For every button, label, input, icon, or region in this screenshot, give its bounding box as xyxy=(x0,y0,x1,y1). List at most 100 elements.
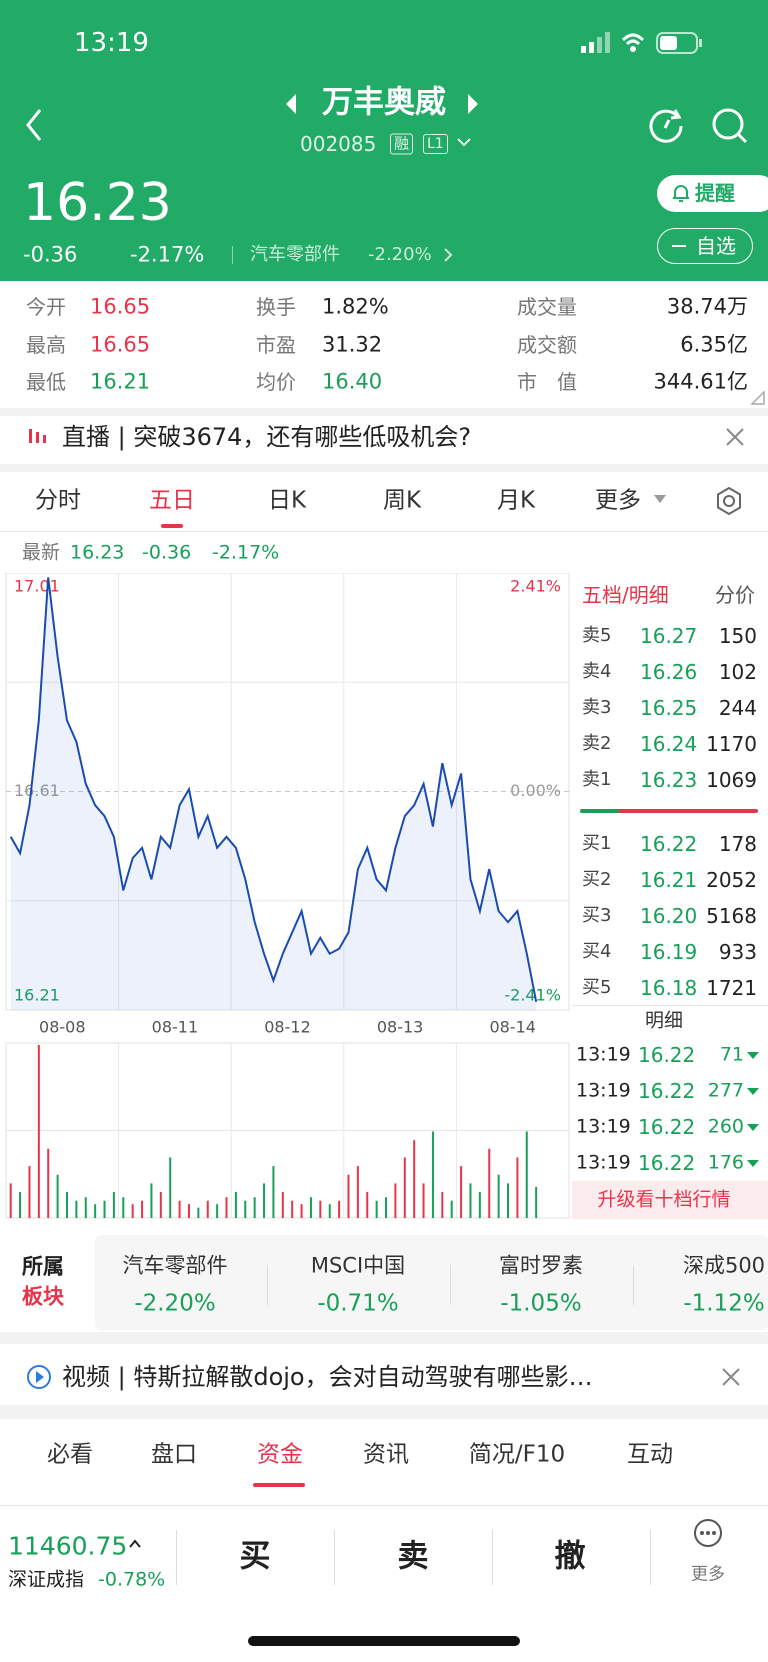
price-area xyxy=(10,577,537,1010)
book-qty: 1069 xyxy=(706,768,757,792)
latest-label: 最新 xyxy=(22,541,61,564)
tick-time: 13:19 xyxy=(576,1079,631,1102)
divider xyxy=(633,1265,634,1305)
volume-bar xyxy=(65,1192,68,1218)
volume-bar xyxy=(56,1174,59,1218)
chart-tab[interactable]: 日K xyxy=(267,487,307,514)
more-icon[interactable] xyxy=(692,1517,724,1549)
back-button[interactable] xyxy=(20,105,50,145)
status-time: 13:19 xyxy=(74,28,149,58)
volume-bar xyxy=(413,1140,416,1218)
alert-label[interactable]: 提醒 xyxy=(695,181,735,205)
ratio-bar xyxy=(580,809,758,813)
chart-tab[interactable]: 周K xyxy=(382,487,422,514)
price-line xyxy=(9,577,538,1002)
tick-price: 16.22 xyxy=(638,1115,696,1139)
separator xyxy=(572,1005,768,1006)
y-tick-label: 16.61 xyxy=(14,781,60,800)
divider xyxy=(650,1530,651,1585)
book-qty: 1170 xyxy=(706,732,757,756)
volume-bar xyxy=(47,1148,50,1218)
x-tick-label: 08-08 xyxy=(39,1018,86,1037)
stat-label: 最高 xyxy=(26,332,66,357)
dropdown-icon[interactable] xyxy=(455,136,473,150)
sector[interactable]: 汽车零部件 xyxy=(250,244,340,265)
book-label: 卖2 xyxy=(582,733,612,754)
index-change: -0.78% xyxy=(98,1568,166,1591)
trade-button[interactable]: 买 xyxy=(239,1538,271,1575)
chart-tab[interactable]: 月K xyxy=(496,487,536,514)
volume-bar xyxy=(169,1157,172,1218)
trade-button[interactable]: 卖 xyxy=(397,1538,429,1575)
info-tab[interactable]: 简况/F10 xyxy=(468,1441,566,1468)
volume-bar xyxy=(178,1200,181,1218)
book-price: 16.27 xyxy=(640,624,698,648)
detail-title[interactable]: 明细 xyxy=(644,1009,684,1032)
chart-tab[interactable]: 更多 xyxy=(595,487,641,514)
info-tab[interactable]: 必看 xyxy=(47,1441,93,1468)
stat-label: 市 值 xyxy=(517,370,577,394)
close-icon[interactable] xyxy=(724,426,746,448)
sector-name[interactable]: 汽车零部件 xyxy=(122,1253,228,1278)
sector-name[interactable]: 深成500 xyxy=(682,1253,766,1278)
change-pct: -2.17% xyxy=(130,242,205,267)
chart-tab[interactable]: 五日 xyxy=(149,487,195,514)
live-banner[interactable]: 直播 | 突破3674，还有哪些低吸机会? xyxy=(62,423,472,451)
info-tab[interactable]: 互动 xyxy=(627,1441,673,1468)
volume-bar xyxy=(535,1186,538,1218)
stat-label: 均价 xyxy=(256,370,296,394)
tick-qty: 260 xyxy=(707,1115,744,1138)
sector-name[interactable]: MSCI中国 xyxy=(310,1253,406,1278)
volume-bar xyxy=(507,1183,510,1218)
book-price: 16.18 xyxy=(640,976,698,1000)
volume-bar xyxy=(385,1197,388,1218)
close-icon[interactable] xyxy=(720,1366,742,1388)
down-arrow xyxy=(747,1088,759,1095)
chart-tab[interactable]: 分时 xyxy=(35,487,81,514)
divider xyxy=(334,1530,335,1585)
book-price: 16.24 xyxy=(640,732,698,756)
x-tick-label: 08-11 xyxy=(152,1018,199,1037)
video-banner[interactable]: 视频 | 特斯拉解散dojo，会对自动驾驶有哪些影… xyxy=(62,1363,593,1391)
volume-bar xyxy=(197,1207,200,1218)
info-tab[interactable]: 资讯 xyxy=(363,1441,409,1468)
watch-button[interactable] xyxy=(657,228,753,264)
more-label[interactable]: 更多 xyxy=(691,1564,725,1585)
volume-bar xyxy=(19,1192,22,1218)
sector-name[interactable]: 富时罗素 xyxy=(499,1253,583,1278)
tick-time: 13:19 xyxy=(576,1043,631,1066)
book-tab[interactable]: 分价 xyxy=(715,583,755,607)
book-title[interactable]: 五档/明细 xyxy=(582,583,669,607)
watch-label[interactable]: 自选 xyxy=(696,234,736,258)
info-tab[interactable]: 资金 xyxy=(257,1441,303,1468)
volume-bar xyxy=(216,1204,219,1218)
volume-bar xyxy=(206,1200,209,1218)
settings-icon[interactable] xyxy=(713,485,745,517)
volume-bar xyxy=(263,1183,266,1218)
volume-bar xyxy=(281,1192,284,1218)
volume-bar xyxy=(338,1200,341,1218)
volume-bar xyxy=(300,1204,303,1218)
latest-change: -0.36 xyxy=(142,541,192,564)
price: 16.23 xyxy=(23,173,172,233)
upgrade-link[interactable]: 升级看十档行情 xyxy=(597,1188,731,1211)
volume-bar xyxy=(488,1148,491,1218)
tick-qty: 71 xyxy=(719,1043,744,1066)
trade-button[interactable]: 撤 xyxy=(554,1538,586,1575)
book-qty: 2052 xyxy=(706,868,757,892)
stat-value: 1.82% xyxy=(322,294,389,319)
volume-bar xyxy=(516,1157,519,1218)
book-label: 买5 xyxy=(582,977,612,998)
price-chart: 17.01 16.61 16.21 2.41% 0.00% -2.41% 08-08 08-1… xyxy=(5,573,570,1219)
book-price: 16.23 xyxy=(640,768,698,792)
volume-bar xyxy=(253,1197,256,1218)
volume-bar xyxy=(225,1197,228,1218)
volume-bar xyxy=(234,1192,237,1218)
latest-pct: -2.17% xyxy=(212,541,280,564)
header-actions[interactable] xyxy=(645,104,760,146)
index-value[interactable]: 11460.75 xyxy=(8,1531,128,1561)
info-tab[interactable]: 盘口 xyxy=(151,1441,197,1468)
divider xyxy=(450,1265,451,1305)
book-label: 买1 xyxy=(582,833,612,854)
